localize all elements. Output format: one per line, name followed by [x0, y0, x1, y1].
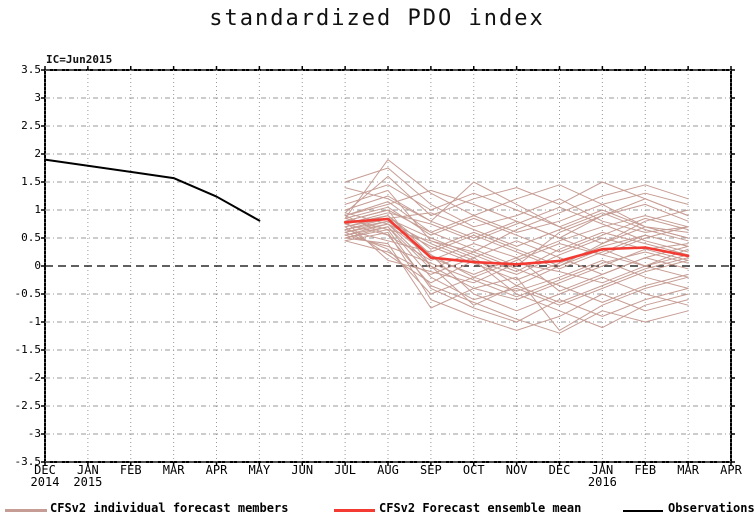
forecast-member-line [344, 229, 689, 270]
forecast-member-line [344, 226, 689, 303]
forecast-member-line [344, 159, 689, 233]
legend-label-ensemble-mean: CFSv2 Forecast ensemble mean [379, 501, 582, 515]
forecast-member-line [344, 231, 689, 331]
forecast-member-line [344, 217, 689, 273]
forecast-member-line [344, 215, 689, 267]
ensemble-mean-line [343, 217, 690, 266]
legend-label-members: CFSv2 individual forecast members [50, 501, 289, 515]
forecast-member-line [344, 240, 689, 303]
initial-condition-label: IC=Jun2015 [46, 53, 113, 66]
legend-swatch-members [5, 509, 47, 512]
forecast-member-line [344, 198, 689, 267]
forecast-member-line [344, 237, 689, 331]
forecast-member-line [344, 195, 689, 256]
legend-swatch-observations [623, 510, 663, 512]
observations-line [44, 158, 261, 222]
forecast-member-line [344, 223, 689, 334]
chart-title: standardized PDO index [209, 6, 545, 31]
forecast-member-line [344, 212, 689, 247]
forecast-member-line [344, 184, 689, 253]
forecast-member-line [344, 223, 689, 301]
forecast-member-line [344, 181, 689, 245]
legend-label-observations: Observations [668, 501, 754, 515]
legend-swatch-ensemble-mean [334, 509, 375, 512]
forecast-member-line [344, 175, 689, 217]
forecast-member-line [344, 184, 689, 239]
